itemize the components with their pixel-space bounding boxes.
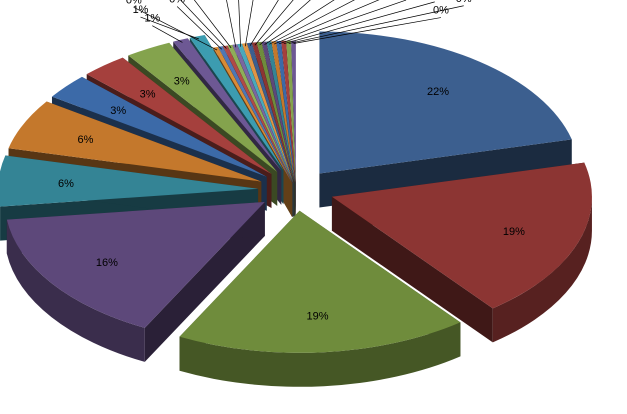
slice-label-13: 0%	[169, 0, 185, 5]
slice-leader-16	[226, 0, 237, 48]
slice-label-2: 19%	[503, 226, 525, 238]
slice-label-10: 1%	[144, 13, 160, 25]
slice-label-9: 3%	[174, 76, 190, 88]
slice-label-3: 19%	[307, 310, 329, 322]
slice-label-8: 3%	[140, 89, 156, 101]
slice-leader-13	[176, 6, 222, 50]
slice-leader-26	[283, 1, 435, 45]
slice-leader-18	[244, 0, 254, 47]
slice-leader-25	[278, 0, 407, 45]
pie-slice-3	[179, 210, 461, 387]
slice-label-26: 0%	[427, 0, 443, 1]
slice-label-6: 6%	[77, 134, 93, 146]
slice-label-11: 1%	[133, 4, 149, 16]
slice-label-27: 0%	[456, 0, 472, 5]
slice-label-1: 22%	[427, 86, 449, 98]
slice-leader-19	[249, 0, 279, 46]
slice-label-5: 6%	[58, 178, 74, 190]
slice-leader-10	[152, 25, 183, 43]
slice-label-12: 0%	[126, 0, 142, 6]
pie-slice-4	[6, 201, 265, 362]
slice-leader-14	[180, 0, 227, 49]
slice-leader-21	[259, 0, 311, 46]
slice-leader-24	[274, 0, 380, 45]
slice-leader-22	[264, 0, 335, 45]
slice-label-28: 0%	[433, 5, 449, 17]
slice-leader-23	[269, 0, 355, 45]
slice-leader-17	[238, 0, 241, 47]
slice-leader-27	[288, 5, 464, 44]
slice-leader-28	[293, 17, 442, 44]
pie-slice-2	[331, 162, 592, 343]
slice-label-4: 16%	[96, 257, 118, 269]
slice-leader-20	[254, 0, 294, 46]
slice-leader-12	[133, 6, 218, 51]
slice-label-7: 3%	[110, 105, 126, 117]
slice-leader-15	[193, 0, 232, 49]
